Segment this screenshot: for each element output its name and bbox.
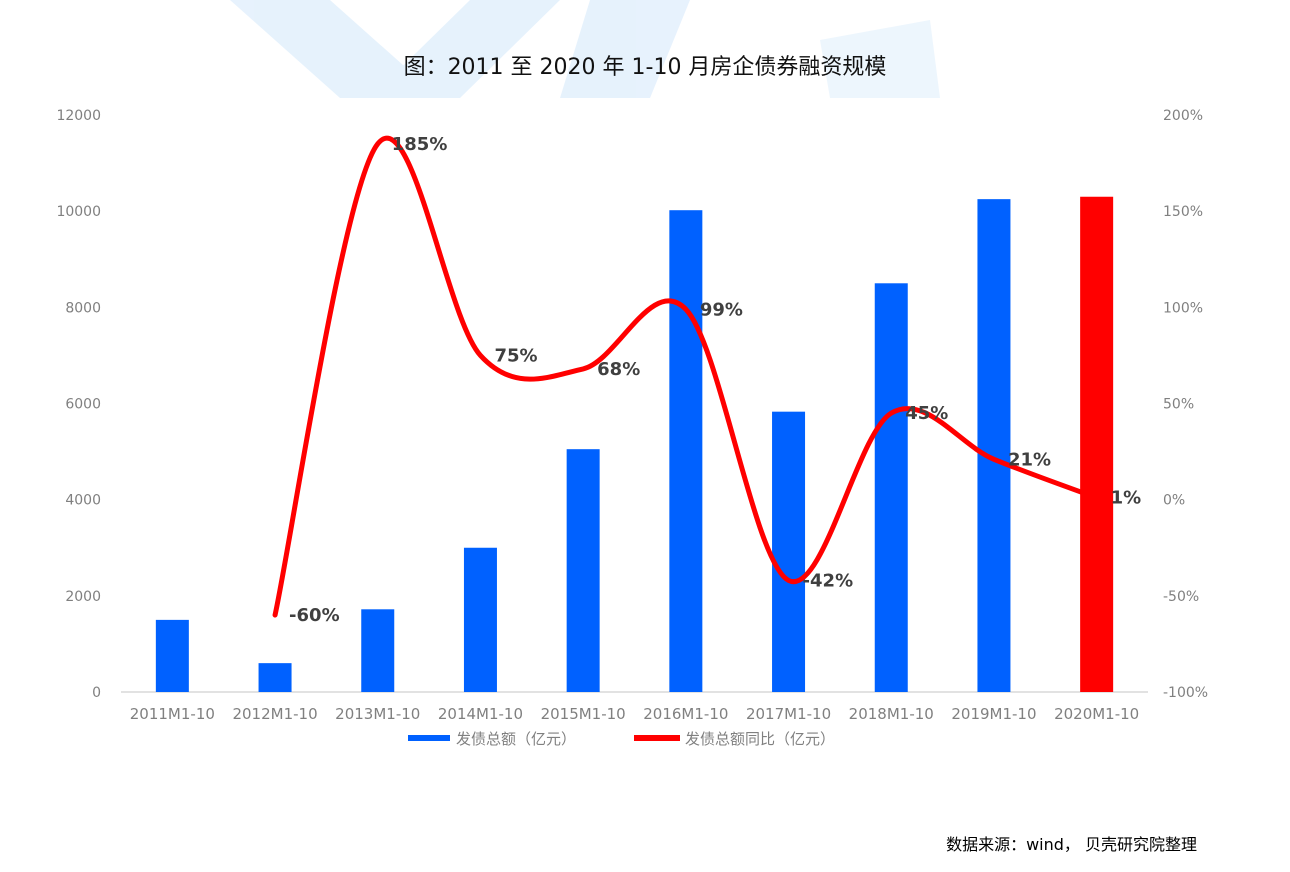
x-tick-label: 2011M1-10 xyxy=(130,705,215,723)
source-note: 数据来源：wind， 贝壳研究院整理 xyxy=(946,835,1197,854)
legend: 发债总额（亿元） 发债总额同比（亿元） xyxy=(408,730,835,748)
x-tick-label: 2017M1-10 xyxy=(746,705,831,723)
bar xyxy=(258,663,292,692)
bar xyxy=(977,199,1011,693)
line-point-label: 99% xyxy=(700,299,743,320)
x-tick-label: 2019M1-10 xyxy=(951,705,1036,723)
x-tick-label: 2015M1-10 xyxy=(541,705,626,723)
left-tick-label: 6000 xyxy=(65,397,101,413)
left-tick-label: 4000 xyxy=(65,493,101,509)
right-tick-label: -50% xyxy=(1163,589,1199,605)
right-tick-label: 0% xyxy=(1163,493,1185,509)
right-tick-label: 100% xyxy=(1163,300,1203,316)
bar xyxy=(361,609,395,692)
left-tick-label: 12000 xyxy=(56,108,101,124)
left-axis: 0 2000 4000 6000 8000 10000 12000 xyxy=(56,108,101,701)
right-tick-label: 50% xyxy=(1163,397,1194,413)
right-tick-label: 200% xyxy=(1163,108,1203,124)
legend-label-bar: 发债总额（亿元） xyxy=(456,730,576,748)
line-point-label: 185% xyxy=(392,134,448,155)
bar xyxy=(772,411,806,692)
x-tick-label: 2018M1-10 xyxy=(849,705,934,723)
bar xyxy=(463,547,497,692)
line-point-label: 45% xyxy=(905,403,948,424)
x-axis: 2011M1-10 2012M1-10 2013M1-10 2014M1-10 2015… xyxy=(130,705,1139,723)
bar-series xyxy=(155,196,1114,693)
left-tick-label: 8000 xyxy=(65,300,101,316)
line-point-label: 68% xyxy=(597,359,640,380)
legend-swatch-line xyxy=(634,735,680,741)
legend-swatch-bar xyxy=(408,735,450,741)
line-data-labels: -60% 185% 75% 68% 99% -42% 45% 21% 1% xyxy=(289,134,1141,626)
line-point-label: 1% xyxy=(1111,488,1142,509)
x-tick-label: 2012M1-10 xyxy=(232,705,317,723)
bar xyxy=(155,619,189,692)
legend-label-line: 发债总额同比（亿元） xyxy=(685,730,835,748)
right-tick-label: -100% xyxy=(1163,685,1208,701)
line-point-label: -42% xyxy=(803,570,854,591)
left-tick-label: 2000 xyxy=(65,589,101,605)
bar xyxy=(874,283,908,692)
x-tick-label: 2014M1-10 xyxy=(438,705,523,723)
chart-title: 图：2011 至 2020 年 1-10 月房企债券融资规模 xyxy=(404,55,887,80)
line-point-label: 75% xyxy=(494,345,537,366)
right-axis: -100% -50% 0% 50% 100% 150% 200% xyxy=(1163,108,1208,701)
bar xyxy=(1080,196,1114,692)
bar xyxy=(566,449,600,692)
right-tick-label: 150% xyxy=(1163,204,1203,220)
bar xyxy=(669,210,703,692)
watermark xyxy=(230,0,940,98)
left-tick-label: 10000 xyxy=(56,204,101,220)
left-tick-label: 0 xyxy=(92,685,101,701)
line-series xyxy=(272,135,1100,618)
x-tick-label: 2016M1-10 xyxy=(643,705,728,723)
x-tick-label: 2020M1-10 xyxy=(1054,705,1139,723)
line-point-label: 21% xyxy=(1008,449,1051,470)
yoy-line xyxy=(272,135,1100,618)
x-tick-label: 2013M1-10 xyxy=(335,705,420,723)
line-point-label: -60% xyxy=(289,605,340,626)
